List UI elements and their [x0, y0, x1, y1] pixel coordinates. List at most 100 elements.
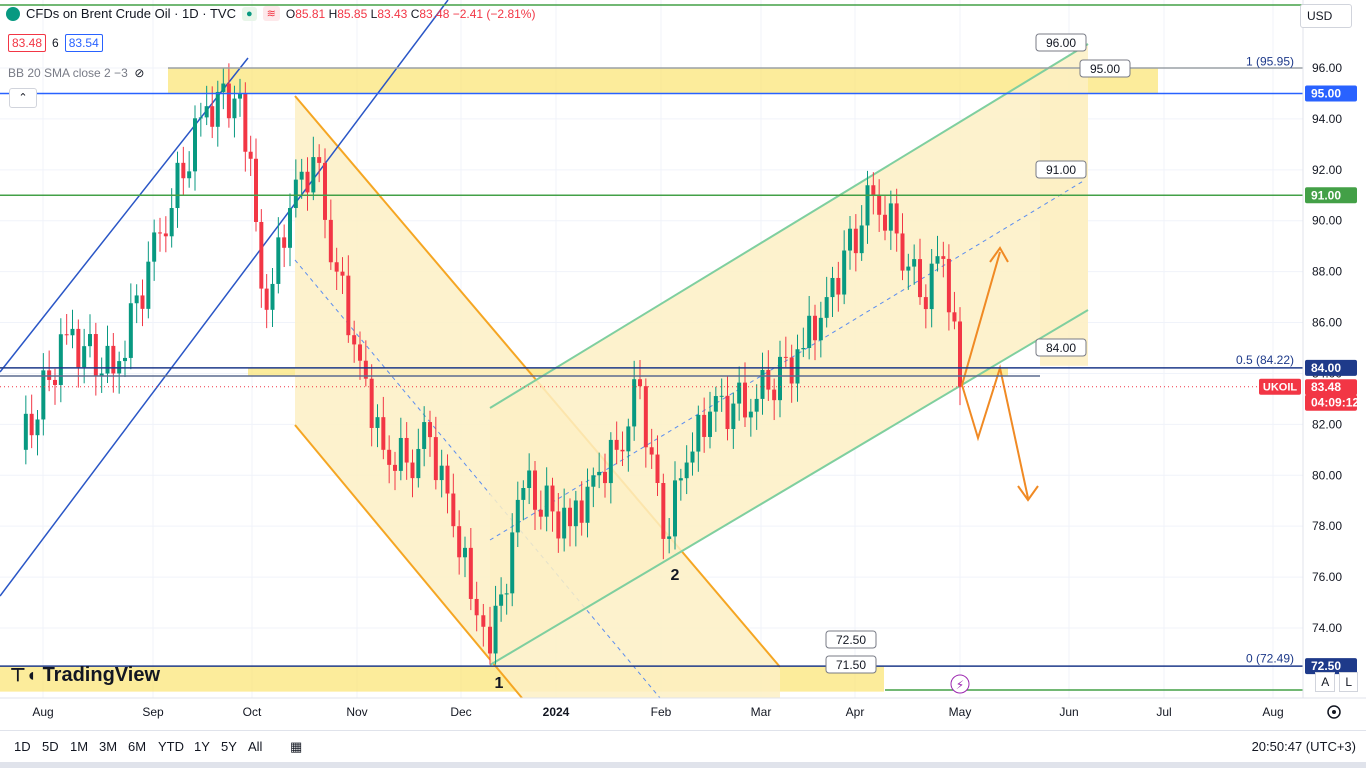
candle-body — [82, 346, 87, 368]
candle-body — [238, 93, 242, 99]
candle-body — [328, 219, 333, 263]
candle-body — [912, 259, 917, 267]
price-badge — [1305, 379, 1357, 396]
wave-annotations: 12 — [495, 567, 680, 692]
candle-body — [929, 263, 934, 310]
spread-value: 6 — [52, 36, 59, 50]
ohlc-values: O85.81 H85.85 L83.43 C83.48 −2.41 (−2.81… — [286, 7, 536, 21]
tf-1m[interactable]: 1M — [70, 739, 89, 754]
settings-gear-icon[interactable] — [1327, 705, 1341, 719]
symbol-title[interactable]: CFDs on Brent Crude Oil · 1D · TVC — [26, 6, 236, 21]
indicator-legend[interactable]: BB 20 SMA close 2 −3 ⊘ — [8, 66, 144, 80]
candle-body — [259, 221, 264, 289]
bullish-arrow-line — [961, 251, 1001, 386]
candle-body — [527, 470, 532, 488]
candle-body — [163, 233, 168, 237]
log-scale-button[interactable]: L — [1339, 672, 1358, 692]
time-tick-label: Mar — [751, 705, 772, 719]
tf-5y[interactable]: 5Y — [221, 739, 237, 754]
candle-body — [888, 203, 893, 231]
candle-body — [53, 379, 57, 385]
level-callouts: 96.00 95.00 91.00 84.00 72.50 71.50 — [825, 33, 1131, 674]
candle-body — [836, 277, 841, 295]
tf-1y[interactable]: 1Y — [194, 739, 210, 754]
auto-scale-button[interactable]: A — [1315, 672, 1336, 692]
candle-body — [204, 106, 209, 118]
fib-label: 0.5 (84.22) — [1236, 353, 1294, 367]
price-badge-label: 84.00 — [1311, 361, 1341, 375]
candle-body — [76, 328, 81, 368]
tf-1d[interactable]: 1D — [14, 739, 31, 754]
candle-body — [946, 258, 951, 313]
candle-body — [883, 214, 887, 231]
candle-body — [585, 486, 590, 523]
tf-all[interactable]: All — [248, 739, 263, 754]
wave-icon[interactable]: ≋ — [262, 6, 280, 21]
collapse-legend-button[interactable]: ⌃ — [9, 88, 37, 108]
candle-body — [299, 171, 304, 180]
candle-body — [340, 271, 345, 276]
candle-body — [123, 357, 127, 362]
candle-body — [193, 118, 197, 172]
price-tick-label: 80.00 — [1312, 468, 1342, 482]
fib-label: 1 (95.95) — [1246, 54, 1294, 68]
candle-body — [713, 396, 718, 412]
candle-body — [23, 413, 28, 450]
eye-hidden-icon[interactable]: ⊘ — [131, 66, 145, 80]
bid-ask-box: 83.48 6 83.54 — [8, 34, 103, 52]
candle-body — [830, 277, 835, 298]
candle-body — [305, 171, 310, 193]
candle-body — [393, 464, 397, 471]
candle-body — [358, 344, 362, 361]
tf-3m[interactable]: 3M — [99, 739, 118, 754]
calendar-range-icon[interactable]: ▦ — [290, 739, 303, 754]
time-axis[interactable]: Aug Sep Oct Nov Dec 2024 Feb Mar Apr May Jun Jul Aug — [32, 705, 1283, 719]
candle-body — [678, 478, 683, 481]
descending-channel-bottom — [294, 424, 523, 699]
time-tick-label: Jul — [1156, 705, 1171, 719]
currency-select[interactable]: USD — [1300, 4, 1352, 28]
candle-body — [813, 315, 817, 341]
tv-logo-icon: ⊤◖ — [10, 665, 37, 685]
candle-body — [152, 232, 157, 262]
candle-body — [865, 185, 870, 226]
candle-body — [632, 379, 637, 427]
level-callout-label: 72.50 — [836, 633, 866, 647]
candle-body — [41, 370, 46, 420]
tf-ytd[interactable]: YTD — [158, 739, 184, 754]
tf-5d[interactable]: 5D — [42, 739, 59, 754]
bid-price[interactable]: 83.48 — [8, 34, 47, 52]
market-open-icon[interactable]: ● — [241, 6, 257, 21]
candle-body — [369, 378, 374, 428]
level-callout-box — [1035, 338, 1087, 357]
price-badge-label: 72.50 — [1311, 659, 1341, 673]
candle-body — [818, 317, 823, 341]
ask-price[interactable]: 83.54 — [64, 34, 103, 52]
candle-body — [198, 117, 203, 119]
clock[interactable]: 20:50:47 (UTC+3) — [1251, 739, 1356, 754]
candle-body — [918, 259, 922, 298]
candle-body — [248, 151, 253, 159]
candle-body — [731, 403, 736, 430]
bottom-strip — [0, 762, 1366, 768]
price-tick-label: 86.00 — [1312, 316, 1342, 330]
candle-body — [264, 288, 269, 310]
candle-body — [375, 417, 380, 428]
candle-body — [254, 158, 258, 222]
candle-body — [510, 532, 515, 594]
close-value: 83.48 — [419, 6, 450, 21]
events-icon[interactable] — [950, 674, 970, 694]
price-tick-label: 76.00 — [1312, 570, 1342, 584]
candle-body — [544, 485, 549, 517]
price-tick-label: 92.00 — [1312, 163, 1342, 177]
candle-body — [288, 208, 292, 248]
level-callout-box — [825, 655, 877, 674]
price-chart[interactable]: 96.00 95.00 91.00 84.00 72.50 71.50 1 (95.95)… — [0, 0, 1366, 730]
candle-body — [737, 382, 742, 404]
level-callout-box — [1035, 160, 1087, 179]
open-label: O — [285, 6, 296, 21]
candle-body — [853, 228, 858, 254]
candle-body — [754, 398, 759, 412]
tf-6m[interactable]: 6M — [128, 739, 147, 754]
candle-body — [105, 345, 110, 374]
